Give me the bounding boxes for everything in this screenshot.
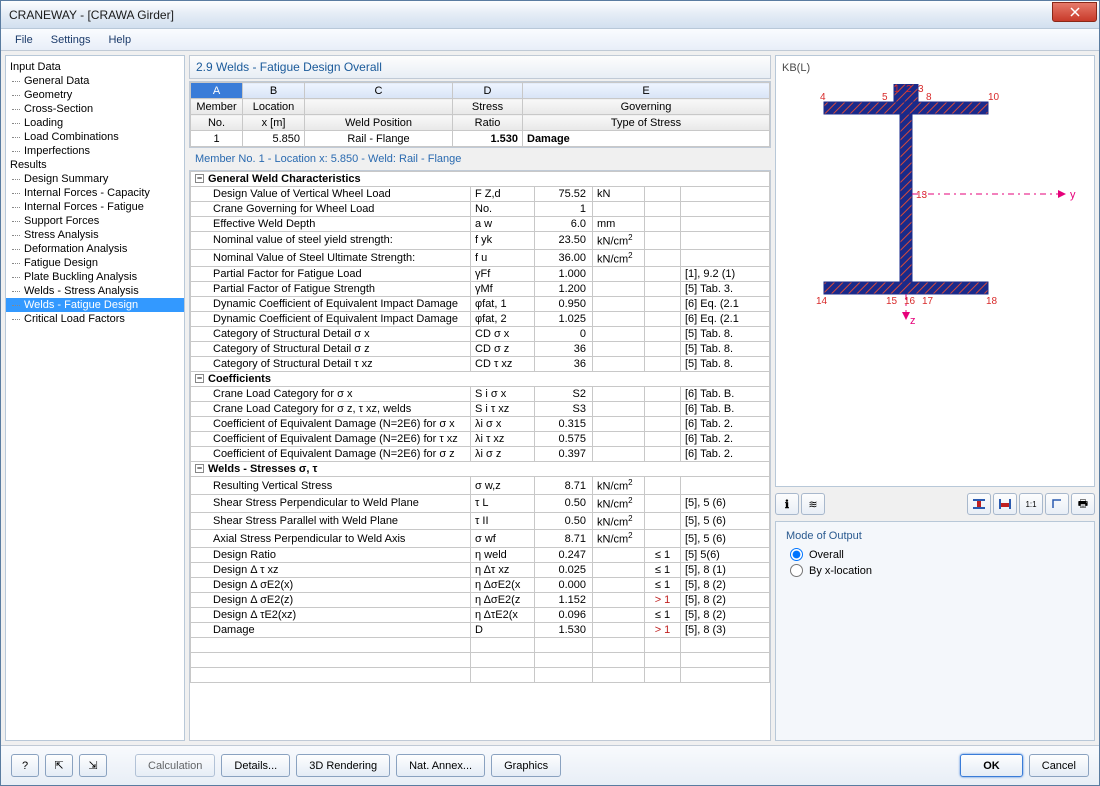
nav-tree: Input DataGeneral DataGeometryCross-Sect… xyxy=(5,55,185,741)
tree-item[interactable]: Plate Buckling Analysis xyxy=(6,270,184,284)
menu-settings[interactable]: Settings xyxy=(43,32,99,48)
menubar: File Settings Help xyxy=(1,29,1099,51)
svg-text:16: 16 xyxy=(904,296,916,307)
view4-icon[interactable] xyxy=(1045,493,1069,515)
svg-text:y: y xyxy=(1070,189,1076,201)
import-button[interactable]: ⇱ xyxy=(45,754,73,777)
svg-text:18: 18 xyxy=(986,296,998,307)
mode-overall[interactable]: Overall xyxy=(790,548,1084,561)
tree-item[interactable]: Imperfections xyxy=(6,144,184,158)
details-button[interactable]: Details... xyxy=(221,754,290,777)
tree-item[interactable]: Fatigue Design xyxy=(6,256,184,270)
svg-text:13: 13 xyxy=(916,190,928,201)
mode-legend: Mode of Output xyxy=(786,530,1084,542)
tree-item[interactable]: Input Data xyxy=(6,60,184,74)
ibeam-diagram: y z 4 5 1 2 3 8 10 13 14 15 16 17 18 xyxy=(786,84,1086,344)
window-title: CRANEWAY - [CRAWA Girder] xyxy=(9,8,1052,22)
print-icon[interactable]: 🖶 xyxy=(1071,493,1095,515)
mode-panel: Mode of Output Overall By x-location xyxy=(775,521,1095,741)
help-button[interactable]: ? xyxy=(11,754,39,777)
svg-text:17: 17 xyxy=(922,296,934,307)
svg-text:15: 15 xyxy=(886,296,898,307)
detail-subheader: Member No. 1 - Location x: 5.850 - Weld:… xyxy=(189,150,771,168)
svg-text:1: 1 xyxy=(894,84,900,95)
tree-item[interactable]: Internal Forces - Fatigue xyxy=(6,200,184,214)
svg-text:z: z xyxy=(910,315,916,327)
tree-item[interactable]: Results xyxy=(6,158,184,172)
svg-text:5: 5 xyxy=(882,92,888,103)
detail-grid[interactable]: −General Weld CharacteristicsDesign Valu… xyxy=(189,170,771,741)
tree-item[interactable]: Internal Forces - Capacity xyxy=(6,186,184,200)
svg-text:4: 4 xyxy=(820,92,826,103)
graphics-button[interactable]: Graphics xyxy=(491,754,561,777)
tree-item[interactable]: Critical Load Factors xyxy=(6,312,184,326)
tree-item[interactable]: General Data xyxy=(6,74,184,88)
svg-text:2: 2 xyxy=(906,84,912,95)
tree-item[interactable]: Loading xyxy=(6,116,184,130)
close-button[interactable] xyxy=(1052,2,1097,22)
svg-text:8: 8 xyxy=(926,92,932,103)
tree-item[interactable]: Welds - Fatigue Design xyxy=(6,298,184,312)
view1-icon[interactable] xyxy=(967,493,991,515)
section-viewer: KB(L) y xyxy=(775,55,1095,487)
menu-help[interactable]: Help xyxy=(100,32,139,48)
summary-grid: ABCDE MemberLocationStressGoverning No.x… xyxy=(189,81,771,148)
view2-icon[interactable] xyxy=(993,493,1017,515)
info-icon[interactable]: ℹ xyxy=(775,493,799,515)
tree-item[interactable]: Load Combinations xyxy=(6,130,184,144)
svg-text:10: 10 xyxy=(988,92,1000,103)
tree-item[interactable]: Stress Analysis xyxy=(6,228,184,242)
menu-file[interactable]: File xyxy=(7,32,41,48)
annex-button[interactable]: Nat. Annex... xyxy=(396,754,485,777)
viewer-toolbar: ℹ ≋ 1:1 🖶 xyxy=(775,491,1095,517)
svg-text:3: 3 xyxy=(918,84,924,95)
svg-text:14: 14 xyxy=(816,296,828,307)
section-header: 2.9 Welds - Fatigue Design Overall xyxy=(189,55,771,79)
tree-item[interactable]: Cross-Section xyxy=(6,102,184,116)
calculation-button[interactable]: Calculation xyxy=(135,754,215,777)
footer: ? ⇱ ⇲ Calculation Details... 3D Renderin… xyxy=(1,745,1099,785)
mode-byx[interactable]: By x-location xyxy=(790,564,1084,577)
export-button[interactable]: ⇲ xyxy=(79,754,107,777)
tree-item[interactable]: Deformation Analysis xyxy=(6,242,184,256)
tree-item[interactable]: Welds - Stress Analysis xyxy=(6,284,184,298)
viewer-label: KB(L) xyxy=(782,62,1088,74)
tree-item[interactable]: Design Summary xyxy=(6,172,184,186)
rendering-button[interactable]: 3D Rendering xyxy=(296,754,390,777)
ok-button[interactable]: OK xyxy=(960,754,1023,777)
stress-icon[interactable]: ≋ xyxy=(801,493,825,515)
titlebar: CRANEWAY - [CRAWA Girder] xyxy=(1,1,1099,29)
tree-item[interactable]: Support Forces xyxy=(6,214,184,228)
tree-item[interactable]: Geometry xyxy=(6,88,184,102)
view3-icon[interactable]: 1:1 xyxy=(1019,493,1043,515)
cancel-button[interactable]: Cancel xyxy=(1029,754,1089,777)
